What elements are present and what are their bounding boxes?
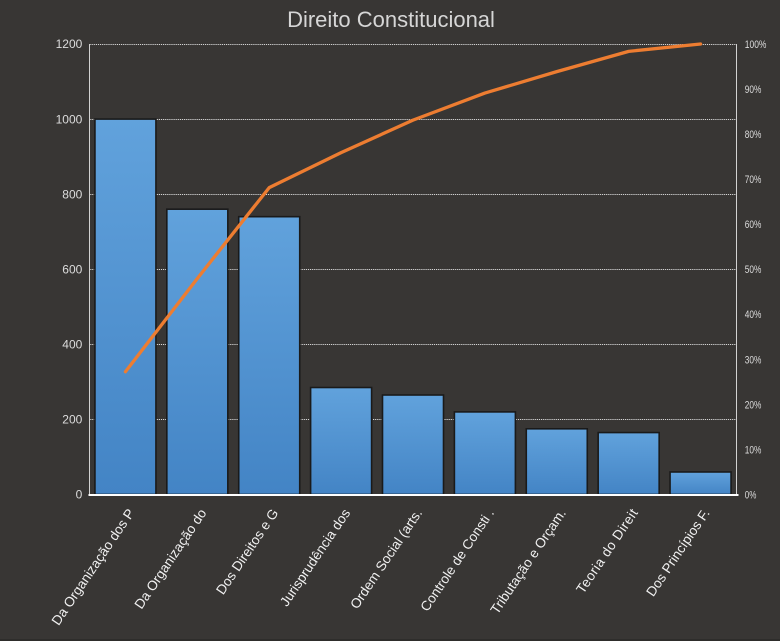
svg-text:1000: 1000 <box>56 112 83 126</box>
svg-text:90%: 90% <box>745 84 762 96</box>
svg-text:30%: 30% <box>745 354 762 366</box>
svg-text:60%: 60% <box>745 219 762 231</box>
svg-text:100%: 100% <box>745 39 767 51</box>
svg-text:600: 600 <box>62 262 82 276</box>
svg-text:10%: 10% <box>745 444 762 456</box>
svg-text:400: 400 <box>62 338 82 352</box>
svg-text:1200: 1200 <box>56 37 83 51</box>
svg-text:70%: 70% <box>745 174 762 186</box>
svg-text:40%: 40% <box>745 309 762 321</box>
svg-text:0%: 0% <box>745 489 757 501</box>
svg-text:Direito Constitucional: Direito Constitucional <box>287 7 495 32</box>
svg-text:50%: 50% <box>745 264 762 276</box>
svg-text:80%: 80% <box>745 129 762 141</box>
svg-text:800: 800 <box>62 187 82 201</box>
svg-text:200: 200 <box>62 413 82 427</box>
svg-text:20%: 20% <box>745 399 762 411</box>
svg-text:0: 0 <box>76 488 83 502</box>
